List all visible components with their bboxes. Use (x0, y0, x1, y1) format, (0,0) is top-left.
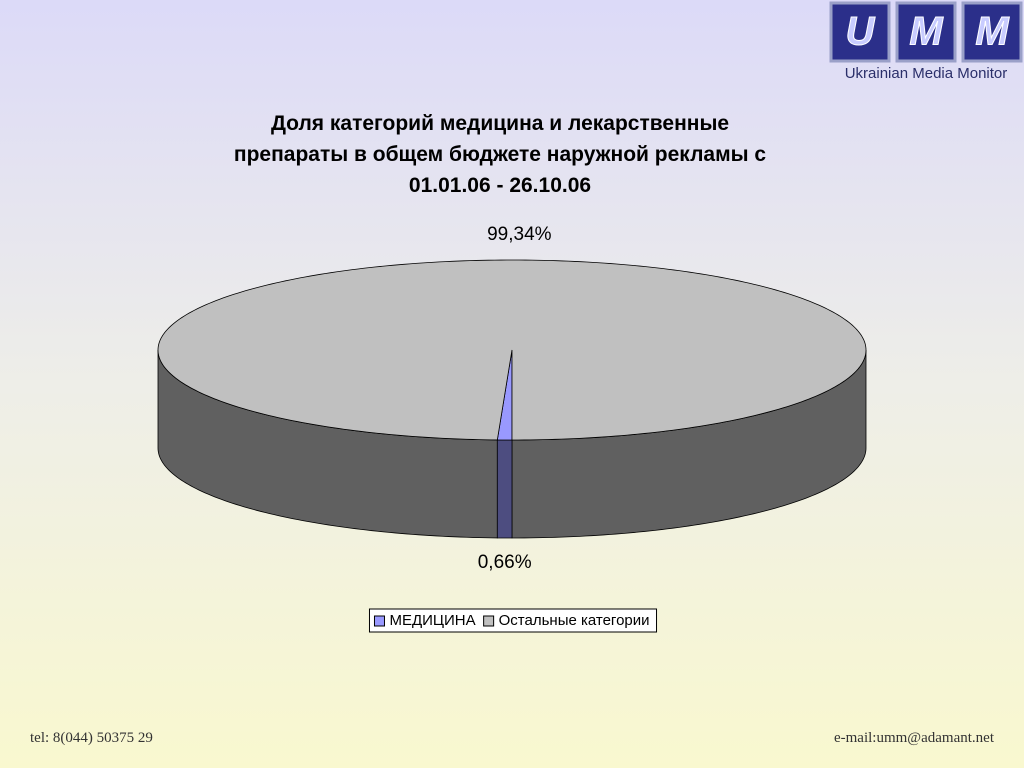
pie-slice (157, 259, 867, 441)
logo-box (961, 1, 1023, 63)
legend-swatch (373, 615, 385, 627)
logo: U M M Ukrainian Media Monitor (829, 1, 1023, 82)
logo-letter: U (846, 10, 876, 54)
chart-title: Доля категорий медицина и лекарственные … (233, 112, 767, 197)
logo-letter: M (975, 10, 1010, 54)
legend-swatch (483, 615, 495, 627)
legend: МЕДИЦИНА Остальные категории (368, 608, 658, 633)
logo-box (829, 1, 891, 63)
footer-email: e-mail:umm@adamant.net (833, 730, 994, 746)
legend-label: Остальные категории (499, 612, 650, 629)
data-label: 0,66% (478, 552, 532, 573)
pie-slice-side (496, 439, 513, 539)
logo-letter: M (909, 10, 944, 54)
legend-label: МЕДИЦИНА (389, 612, 475, 629)
logo-box (895, 1, 957, 63)
logo-caption: Ukrainian Media Monitor (845, 65, 1008, 82)
footer-phone: tel: 8(044) 50375 29 (30, 730, 153, 746)
legend-box (368, 608, 658, 633)
data-label: 99,34% (487, 224, 552, 245)
